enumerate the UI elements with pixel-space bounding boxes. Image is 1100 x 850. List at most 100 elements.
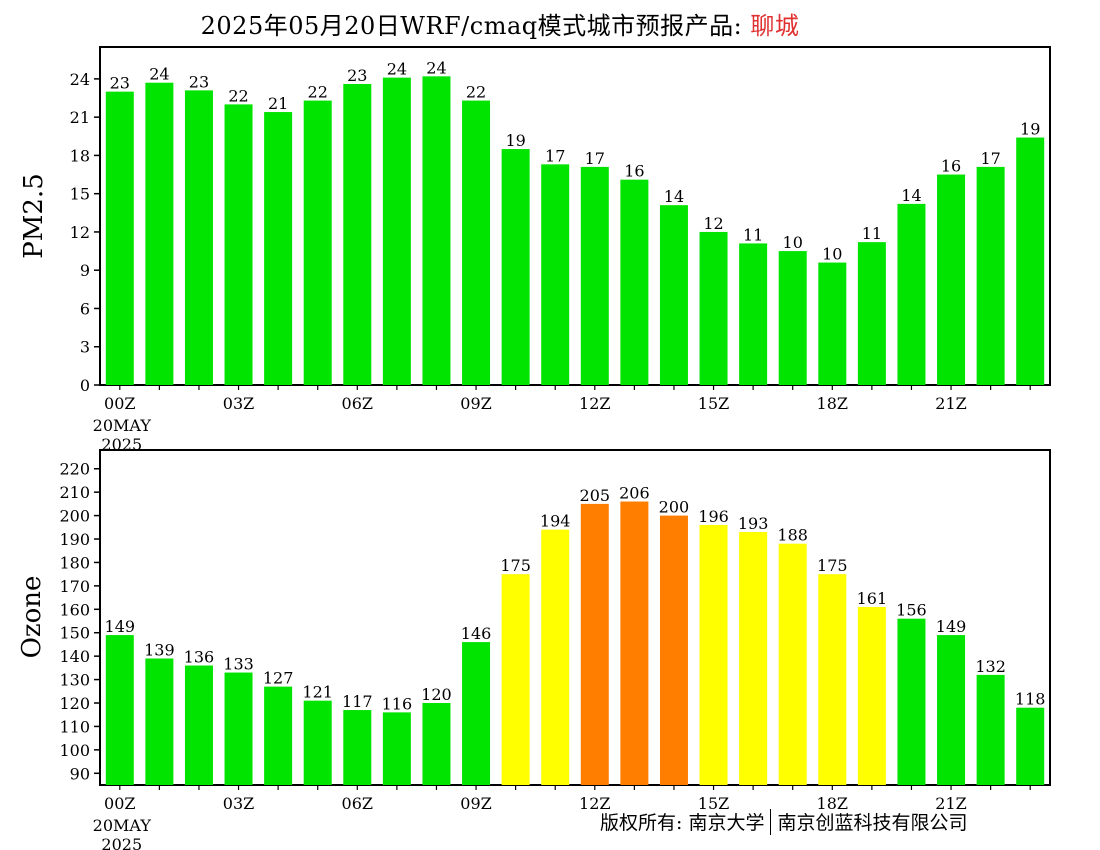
- bar: [145, 82, 174, 386]
- x-tick-label: 03Z: [223, 394, 254, 413]
- bar: [976, 674, 1005, 785]
- bar: [382, 712, 411, 785]
- bar-value-label: 175: [500, 556, 531, 575]
- bar-value-label: 22: [228, 86, 248, 105]
- y-tick-label: 6: [80, 299, 90, 318]
- bar: [620, 501, 649, 785]
- bar: [1016, 707, 1045, 785]
- bar-value-label: 10: [822, 245, 842, 264]
- y-tick-label: 120: [59, 694, 90, 713]
- bar: [778, 251, 807, 385]
- x-tick-label: 03Z: [223, 794, 254, 813]
- bar-value-label: 200: [659, 498, 690, 517]
- copyright-company: 南京创蓝科技有限公司: [777, 812, 968, 834]
- copyright-footer: 版权所有: 南京大学 南京创蓝科技有限公司: [600, 808, 967, 835]
- bar: [659, 205, 688, 385]
- bar-value-label: 194: [540, 512, 571, 531]
- bar-value-label: 24: [426, 58, 446, 77]
- bar: [343, 83, 372, 385]
- chart-title: 2025年05月20日WRF/cmaq模式城市预报产品: 聊城: [0, 6, 1000, 41]
- bar: [224, 672, 253, 785]
- bar: [343, 710, 372, 785]
- bar-value-label: 139: [144, 640, 175, 659]
- plot-frame: [99, 449, 1051, 786]
- bar: [1016, 137, 1045, 385]
- bar: [422, 76, 451, 385]
- bar: [580, 503, 609, 785]
- y-tick-label: 12: [70, 223, 90, 242]
- title-main: 2025年05月20日WRF/cmaq模式城市预报产品:: [200, 12, 751, 40]
- copyright-owner: 版权所有: 南京大学: [600, 812, 765, 834]
- bar-value-label: 17: [585, 149, 605, 168]
- bar-value-label: 146: [461, 624, 492, 643]
- bar: [818, 262, 847, 385]
- bar: [264, 112, 293, 385]
- bar: [501, 149, 530, 385]
- bar-value-label: 24: [149, 65, 169, 84]
- bar-value-label: 24: [387, 60, 407, 79]
- bar-value-label: 16: [941, 157, 961, 176]
- bar: [501, 574, 530, 785]
- x-tick-label: 00Z: [104, 794, 135, 813]
- x-tick-label: 00Z: [104, 394, 135, 413]
- x-tick-label: 12Z: [579, 794, 610, 813]
- bar-value-label: 12: [703, 214, 723, 233]
- bar-value-label: 116: [382, 694, 413, 713]
- bar: [462, 642, 491, 785]
- x-start-date-label: 2025: [101, 835, 142, 850]
- bar: [422, 703, 451, 785]
- bar-value-label: 161: [857, 589, 888, 608]
- y-tick-label: 110: [59, 717, 90, 736]
- bar-value-label: 17: [545, 146, 565, 165]
- y-tick-label: 3: [80, 338, 90, 357]
- bar-value-label: 193: [738, 514, 769, 533]
- bar-value-label: 23: [347, 66, 367, 85]
- bar: [580, 166, 609, 385]
- y-tick-label: 18: [70, 146, 90, 165]
- plot-frame: [99, 46, 1051, 386]
- bar: [739, 243, 768, 385]
- y-tick-label: 190: [59, 530, 90, 549]
- bar-value-label: 23: [189, 72, 209, 91]
- y-tick-label: 210: [59, 483, 90, 502]
- y-tick-label: 100: [59, 741, 90, 760]
- bar-value-label: 11: [862, 224, 882, 243]
- bar: [184, 90, 213, 386]
- bar: [778, 543, 807, 785]
- y-tick-label: 0: [80, 376, 90, 395]
- bar-value-label: 175: [817, 556, 848, 575]
- bar: [857, 606, 886, 785]
- bar-value-label: 205: [580, 486, 611, 505]
- x-tick-label: 18Z: [817, 394, 848, 413]
- x-tick-label: 12Z: [579, 394, 610, 413]
- bar-value-label: 127: [263, 669, 294, 688]
- bar: [105, 635, 134, 785]
- x-start-date-label: 2025: [101, 435, 142, 454]
- bar-value-label: 133: [223, 655, 254, 674]
- bar: [739, 531, 768, 785]
- x-tick-label: 21Z: [935, 394, 966, 413]
- bar-value-label: 19: [1020, 120, 1040, 139]
- ozone-panel: 90 100 110 120 130 140 150 160 170 180 190 200 210 22…: [17, 449, 1051, 850]
- bar: [897, 618, 926, 785]
- bar-value-label: 11: [743, 225, 763, 244]
- bar: [224, 104, 253, 385]
- bar-value-label: 118: [1015, 690, 1046, 709]
- bar-value-label: 22: [466, 83, 486, 102]
- bar-value-label: 149: [105, 617, 136, 636]
- bar: [818, 574, 847, 785]
- bar-value-label: 196: [698, 507, 729, 526]
- y-tick-label: 9: [80, 261, 90, 280]
- x-tick-label: 15Z: [698, 394, 729, 413]
- y-tick-label: 140: [59, 647, 90, 666]
- bar: [303, 100, 332, 385]
- x-start-date-label: 20MAY: [93, 416, 152, 435]
- y-tick-label: 15: [70, 185, 90, 204]
- bar-value-label: 132: [975, 657, 1006, 676]
- y-tick-label: 130: [59, 671, 90, 690]
- y-tick-label: 21: [70, 108, 90, 127]
- bar: [897, 203, 926, 385]
- bar: [857, 242, 886, 385]
- y-tick-label: 180: [59, 553, 90, 572]
